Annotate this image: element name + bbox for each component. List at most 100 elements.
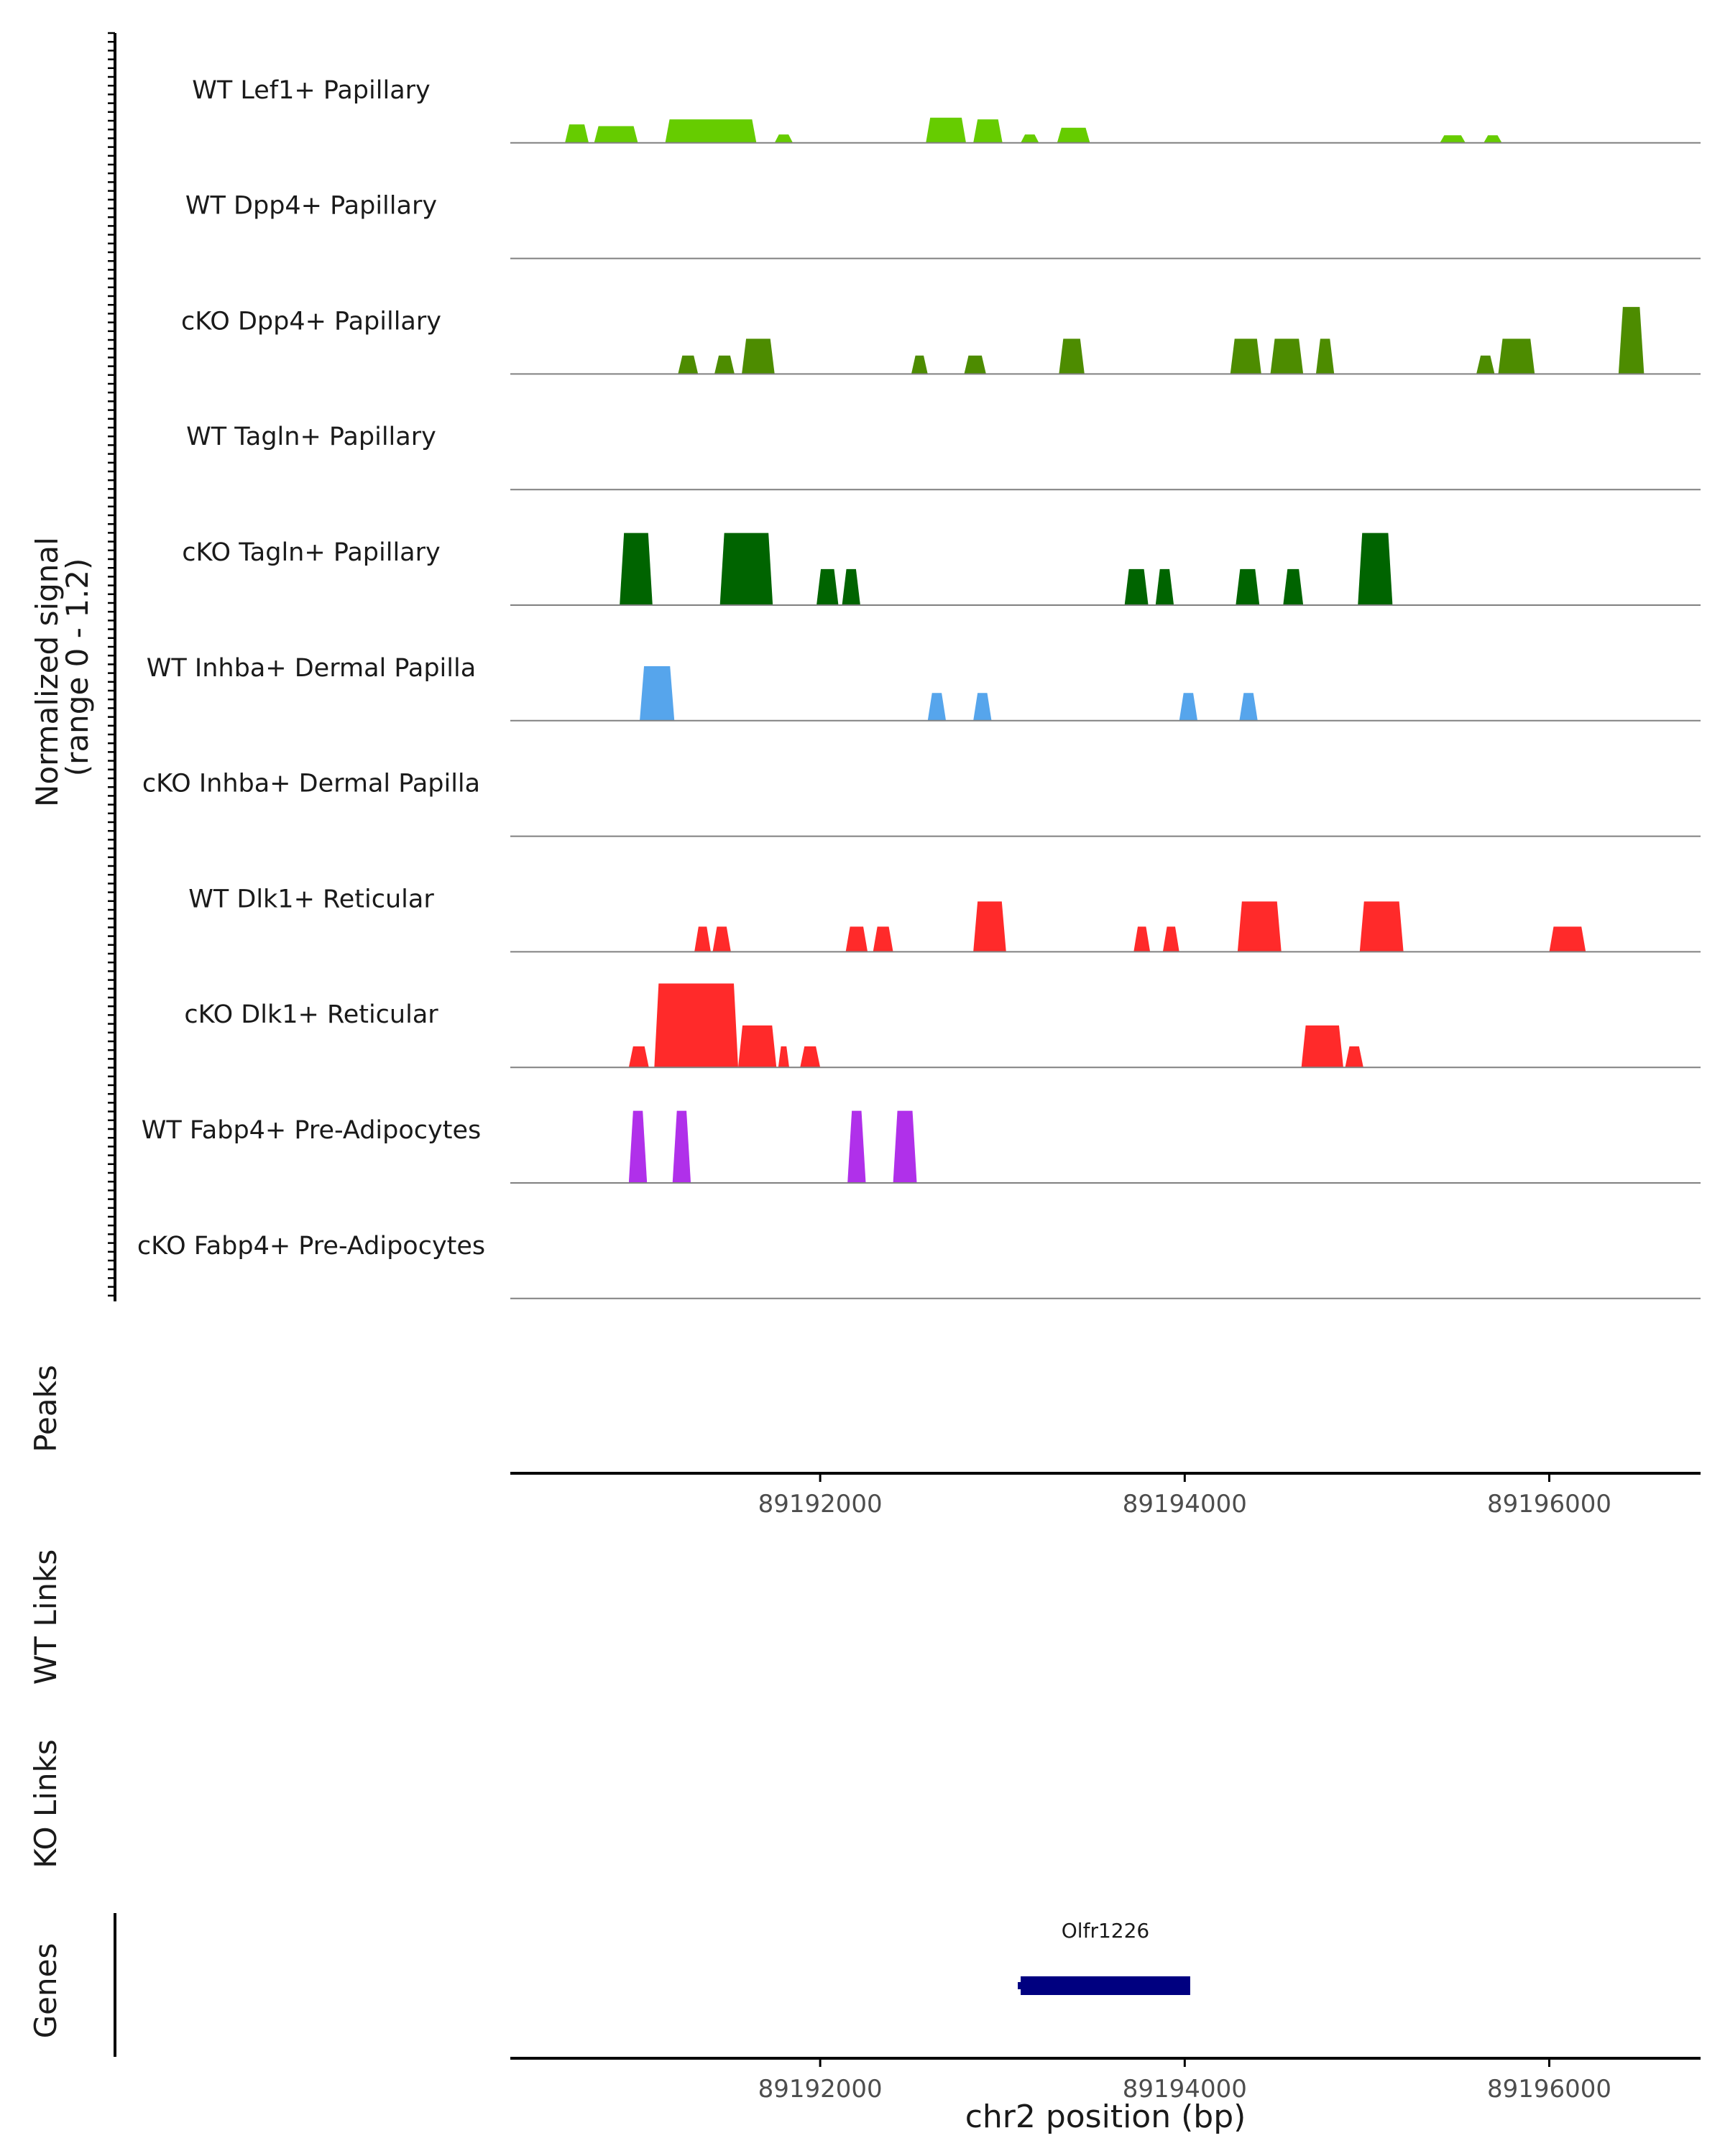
signal-peak: [1476, 355, 1495, 374]
signal-tracks: WT Lef1+ Papillary WT Dpp4+ Papillary cKO …: [137, 76, 1701, 1299]
track-2: cKO Dpp4+ Papillary: [181, 307, 1701, 375]
y-axis: [108, 32, 116, 1302]
track-label: cKO Fabp4+ Pre-Adipocytes: [137, 1232, 485, 1261]
x-tick-label: 89192000: [758, 2075, 883, 2104]
signal-peak: [973, 693, 992, 721]
track-label: WT Inhba+ Dermal Papilla: [147, 654, 476, 683]
panel-label-peaks: Peaks: [28, 1365, 63, 1452]
panel-label-wt-links: WT Links: [28, 1549, 63, 1685]
signal-peak: [1440, 135, 1466, 143]
signal-peak: [964, 355, 986, 374]
track-3: WT Tagln+ Papillary: [186, 423, 1701, 491]
signal-peak: [1345, 1046, 1363, 1068]
gene-label: Olfr1226: [1062, 1919, 1149, 1943]
signal-peak: [1162, 926, 1179, 952]
signal-peak: [845, 926, 868, 952]
signal-peak: [640, 665, 675, 721]
signal-peak: [1283, 568, 1304, 605]
signal-peak: [1057, 127, 1090, 143]
signal-peak: [594, 126, 638, 143]
track-label: cKO Dpp4+ Papillary: [181, 307, 441, 336]
x-tick-label: 89194000: [1123, 1490, 1247, 1519]
signal-peak: [1498, 338, 1535, 374]
signal-peak: [800, 1046, 821, 1068]
track-4: cKO Tagln+ Papillary: [182, 533, 1701, 606]
signal-peak: [1359, 901, 1404, 952]
signal-peak: [847, 1110, 866, 1183]
panel-label-genes: Genes: [28, 1943, 63, 2039]
track-6: cKO Inhba+ Dermal Papilla: [142, 770, 1701, 837]
y-axis-title-line2: (range 0 - 1.2): [60, 558, 95, 777]
panel-label-ko-links: KO Links: [28, 1739, 63, 1869]
signal-peak: [620, 533, 653, 605]
signal-peak: [774, 134, 794, 143]
track-label: WT Dpp4+ Papillary: [185, 192, 437, 221]
y-axis-title: Normalized signal (range 0 - 1.2): [29, 528, 95, 807]
track-label: cKO Dlk1+ Reticular: [184, 1000, 438, 1029]
gene-track: Olfr1226: [1018, 1919, 1190, 1995]
signal-peak: [778, 1046, 790, 1068]
track-1: WT Dpp4+ Papillary: [185, 192, 1701, 259]
y-axis-title-line1: Normalized signal: [29, 537, 65, 807]
track-label: cKO Tagln+ Papillary: [182, 538, 441, 567]
signal-peak: [737, 1025, 777, 1068]
track-label: WT Lef1+ Papillary: [192, 76, 431, 105]
signal-peak: [973, 901, 1006, 952]
signal-peak: [873, 926, 893, 952]
signal-peak: [672, 1110, 691, 1183]
signal-peak: [712, 926, 731, 952]
signal-peak: [927, 693, 947, 721]
track-5: WT Inhba+ Dermal Papilla: [147, 654, 1701, 722]
x-tick-label: 89192000: [758, 1490, 883, 1519]
x-axis-title: chr2 position (bp): [965, 2099, 1246, 2135]
signal-peak: [719, 533, 773, 605]
signal-peak: [1059, 338, 1085, 374]
x-axis-genes: 89192000 89194000 89196000: [510, 2057, 1701, 2104]
signal-peak: [665, 119, 757, 143]
signal-peak: [1133, 926, 1151, 952]
signal-peak: [628, 1110, 648, 1183]
signal-peak: [565, 124, 589, 143]
track-9: WT Fabp4+ Pre-Adipocytes: [142, 1110, 1701, 1184]
x-tick-label: 89196000: [1487, 2075, 1611, 2104]
signal-peak: [1155, 568, 1174, 605]
signal-peak: [842, 568, 860, 605]
signal-peak: [694, 926, 711, 952]
signal-peak: [1124, 568, 1149, 605]
signal-peak: [1358, 533, 1393, 605]
signal-peak: [816, 568, 839, 605]
signal-peak: [973, 119, 1003, 143]
signal-peak: [628, 1046, 649, 1068]
signal-peak: [1270, 338, 1304, 374]
track-label: WT Dlk1+ Reticular: [188, 885, 434, 913]
track-0: WT Lef1+ Papillary: [192, 76, 1701, 144]
signal-peak: [1230, 338, 1261, 374]
signal-peak: [1549, 926, 1586, 952]
track-10: cKO Fabp4+ Pre-Adipocytes: [137, 1232, 1701, 1299]
signal-peak: [1239, 693, 1258, 721]
signal-peak: [742, 338, 775, 374]
track-8: cKO Dlk1+ Reticular: [184, 983, 1701, 1069]
signal-peak: [911, 355, 928, 374]
signal-peak: [1236, 568, 1260, 605]
signal-peak: [1484, 135, 1502, 143]
track-label: WT Tagln+ Papillary: [186, 423, 436, 451]
gene-body: [1021, 1976, 1190, 1995]
signal-peak: [1021, 134, 1039, 143]
track-label: cKO Inhba+ Dermal Papilla: [142, 770, 480, 798]
gene-tss: [1018, 1982, 1024, 1989]
signal-peak: [1237, 901, 1282, 952]
x-axis-peaks: 89192000 89194000 89196000: [510, 1472, 1701, 1519]
signal-peak: [654, 983, 738, 1068]
signal-peak: [714, 355, 735, 374]
signal-peak: [1618, 307, 1644, 374]
x-tick-label: 89196000: [1487, 1490, 1611, 1519]
track-label: WT Fabp4+ Pre-Adipocytes: [142, 1116, 481, 1145]
signal-peak: [678, 355, 699, 374]
signal-peak: [1179, 693, 1198, 721]
signal-peak: [893, 1110, 917, 1183]
signal-peak: [1301, 1025, 1343, 1068]
signal-peak: [1315, 338, 1335, 374]
signal-peak: [926, 117, 966, 143]
